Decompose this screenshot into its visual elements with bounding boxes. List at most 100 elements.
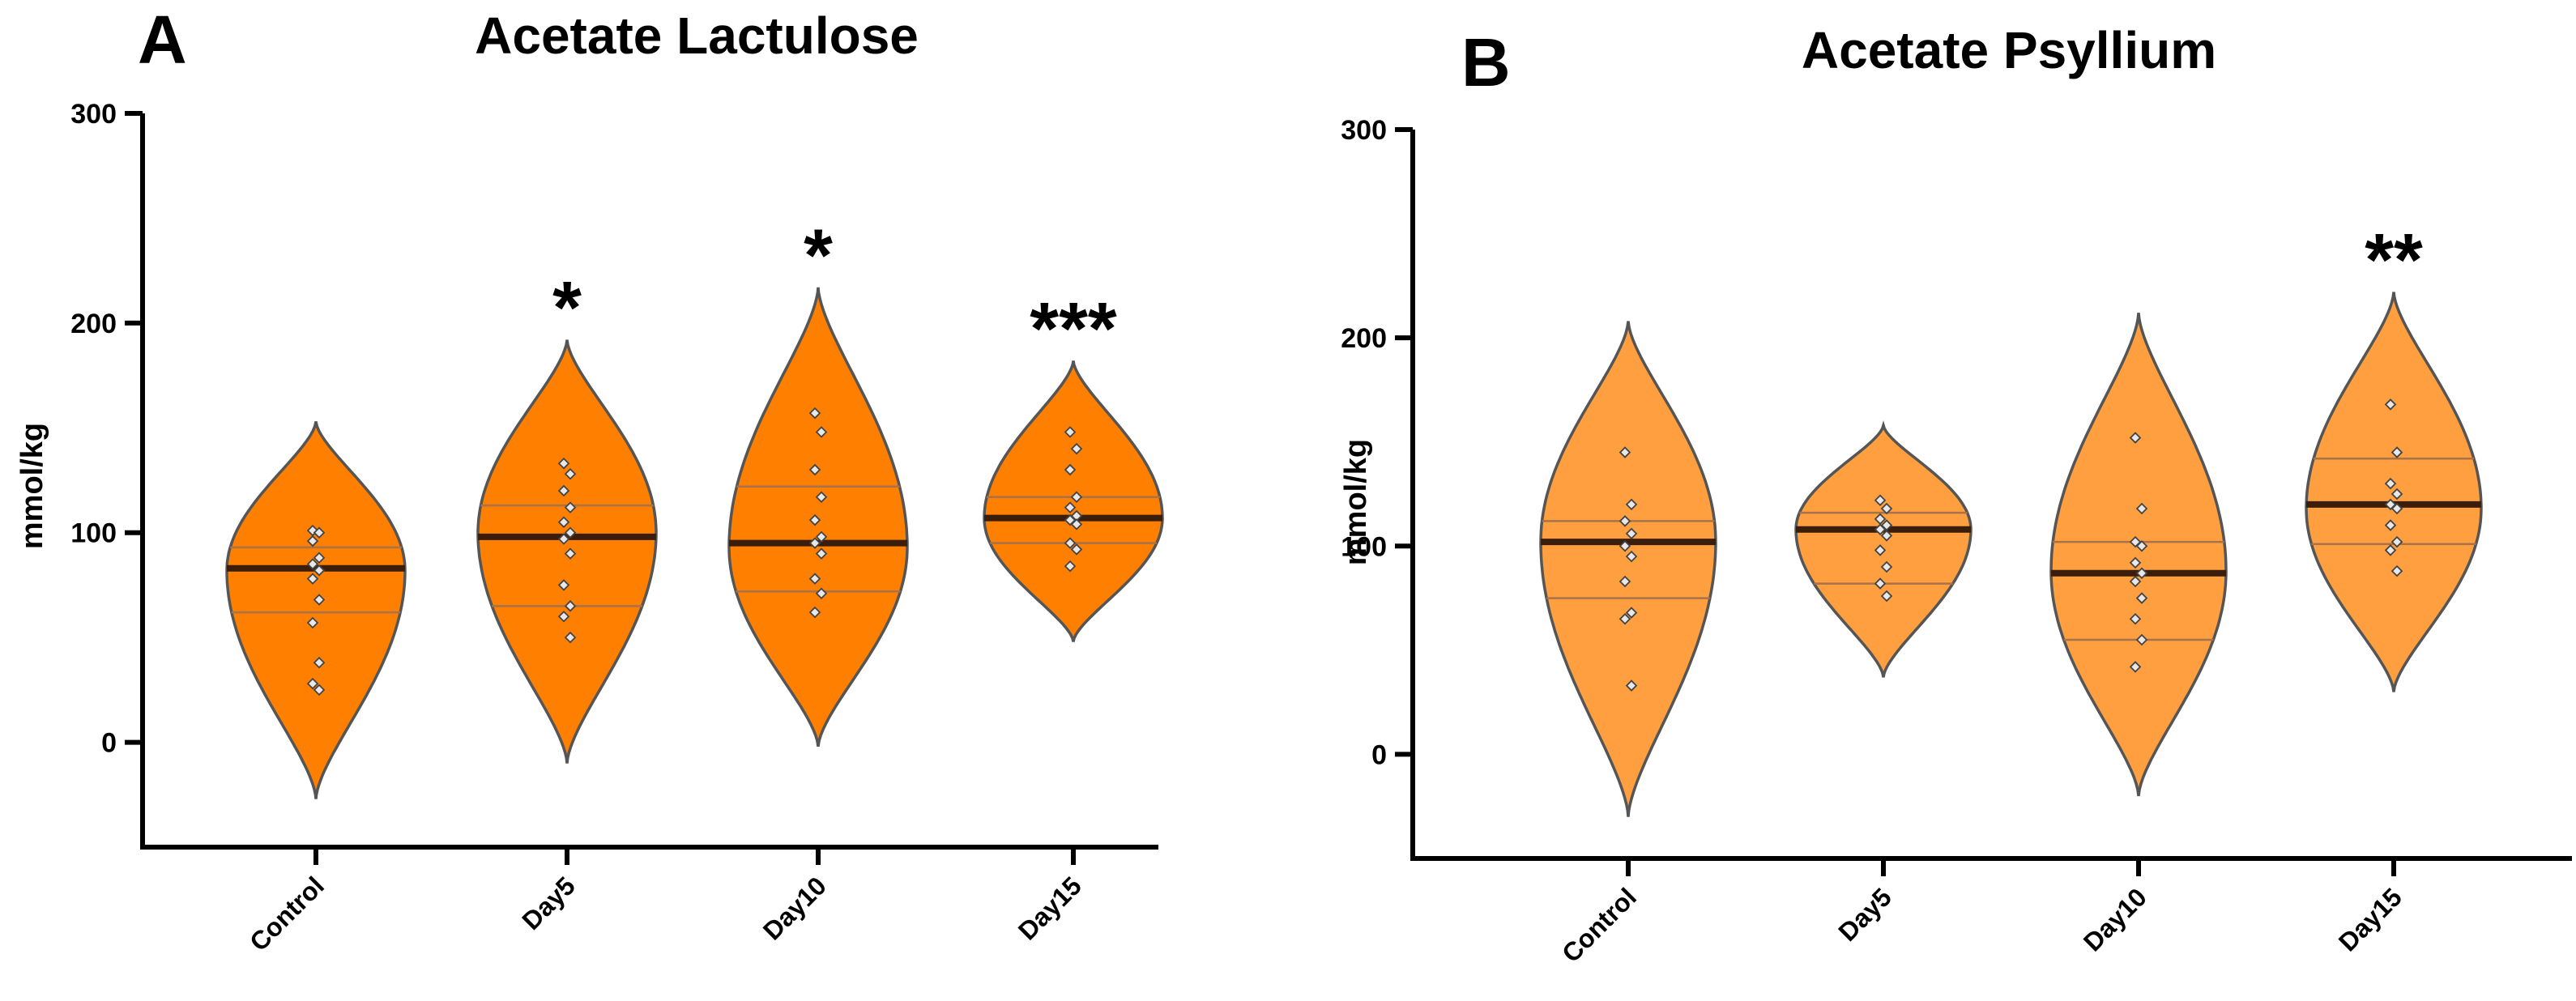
panel-b-data-point [2384,519,2397,531]
panel-a-data-point [1070,491,1083,503]
panel-a-significance-marker: * [804,215,833,297]
panel-a-data-point [808,407,821,420]
panel-a-data-point [313,526,326,539]
panel-a-data-point [1070,518,1083,530]
panel-a-significance-marker: * [552,267,582,350]
panel-b-data-point [1625,679,1638,692]
panel-a-category-label: Control [244,871,330,956]
panel-b-data-point [2129,613,2142,625]
panel-a-violin-group-day5: Day5 * [476,267,658,935]
panel-b-title: Acetate Psyllium [1802,21,2216,79]
panel-b-data-point [1625,607,1638,619]
panel-a-y-axis-label: mmol/kg [15,423,49,549]
panel-a-violin-body [225,421,407,799]
panel-b-data-point [1619,613,1631,625]
panel-a-data-point [808,513,821,526]
panel-b-plot-area: 0 100 200 300 Control Day5 Day10 Day15 ** [1341,115,2572,968]
panel-a-data-point [1064,426,1077,438]
panel-b-y-tick-label: 200 [1341,323,1387,354]
panel-b-y-axis-label: mmol/kg [1339,439,1373,565]
panel-b-category-label: Control [1556,882,1642,968]
panel-a-data-point [1070,543,1083,556]
panel-a-data-point [313,564,326,577]
panel-a-data-point [564,501,577,513]
panel-b-data-point [1880,560,1893,573]
panel-a-data-point [313,656,326,669]
panel-b-data-point [1619,540,1631,552]
panel-a-data-point [815,530,828,543]
panel-a-data-point [557,484,570,497]
panel-b-data-point [1874,494,1887,506]
panel-b-data-point [1874,523,1887,535]
panel-b-violin-body [2049,313,2228,797]
panel-a-data-point [557,516,570,529]
panel-a-data-point [564,631,577,644]
panel-a-data-point [306,558,319,570]
panel-b-category-label: Day5 [1832,882,1897,947]
panel-a-data-point [808,537,821,549]
panel-a-data-point [557,579,570,591]
panel-b-data-point [1880,590,1893,603]
panel-a-plot-area: 0 100 200 300 Control Day5 * Day10 * Day15 *** [70,99,1164,956]
panel-a-y-tick-label: 0 [101,728,117,759]
panel-b-data-point [1874,544,1887,556]
panel-b-data-point [2129,535,2142,548]
panel-a-violin-body [727,287,909,747]
panel-b-data-point [2384,398,2397,411]
panel-b-data-point [1619,446,1631,458]
panel-b-data-point [1625,550,1638,563]
panel-b-y-tick-label: 0 [1371,739,1387,770]
panel-a-data-point [564,600,577,612]
panel-b-data-point [2129,432,2142,444]
panel-a-letter: A [138,2,187,78]
panel-b-violin-group-control: Control [1539,321,1717,968]
panel-b-data-point [2390,446,2403,458]
panel-b-category-label: Day15 [2333,882,2408,956]
panel-a-data-point [808,463,821,476]
panel-a-data-point [1070,442,1083,455]
panel-b-violin-group-day10: Day10 [2049,313,2228,957]
panel-b-data-point [2390,564,2403,577]
panel-a-violin-group-day10: Day10 * [727,215,909,946]
panel-a-data-point [306,535,319,547]
panel-a-data-point [815,426,828,438]
panel-b-data-point [2390,502,2403,515]
panel-b: B Acetate Psyllium mmol/kg 0 100 200 300 Con… [1339,21,2572,968]
panel-a-data-point [306,616,319,629]
panel-a-data-point [557,610,570,623]
panel-b-data-point [1874,577,1887,590]
panel-a-data-point [313,552,326,564]
panel-a-data-point [815,587,828,600]
panel-b-significance-marker: ** [2365,219,2423,302]
panel-a-data-point [1064,463,1077,476]
panel-b-data-point [2129,556,2142,569]
panel-a-data-point [1064,560,1077,573]
panel-a-data-point [557,458,570,470]
panel-a-title: Acetate Lactulose [475,6,919,65]
panel-b-violin-body [1539,321,1717,817]
panel-a-data-point [313,684,326,696]
panel-b-y-tick-label: 300 [1341,115,1387,146]
panel-a-data-point [313,594,326,606]
panel-b-y-tick-label: 100 [1341,531,1387,562]
panel-a-data-point [815,491,828,503]
panel-b-data-point [2135,633,2148,646]
panel-b-letter: B [1461,24,1511,100]
panel-b-data-point [2129,575,2142,588]
panel-a: A Acetate Lactulose mmol/kg 0 100 200 300 Co… [15,2,1164,956]
panel-b-data-point [2135,567,2148,579]
panel-a-data-point [1064,501,1077,513]
panel-a-data-point [815,547,828,560]
panel-b-data-point [1625,498,1638,511]
panel-b-data-point [1619,575,1631,588]
panel-b-data-point [1619,515,1631,527]
panel-a-data-point [306,677,319,690]
panel-a-data-point [564,526,577,539]
panel-b-violin-group-day5: Day5 [1794,420,1973,947]
panel-a-category-label: Day15 [1013,871,1087,945]
panel-a-data-point [808,606,821,619]
panel-a-data-point [306,573,319,585]
panel-a-data-point [564,467,577,480]
panel-a-violin-body [983,360,1164,642]
panel-a-data-point [808,573,821,585]
